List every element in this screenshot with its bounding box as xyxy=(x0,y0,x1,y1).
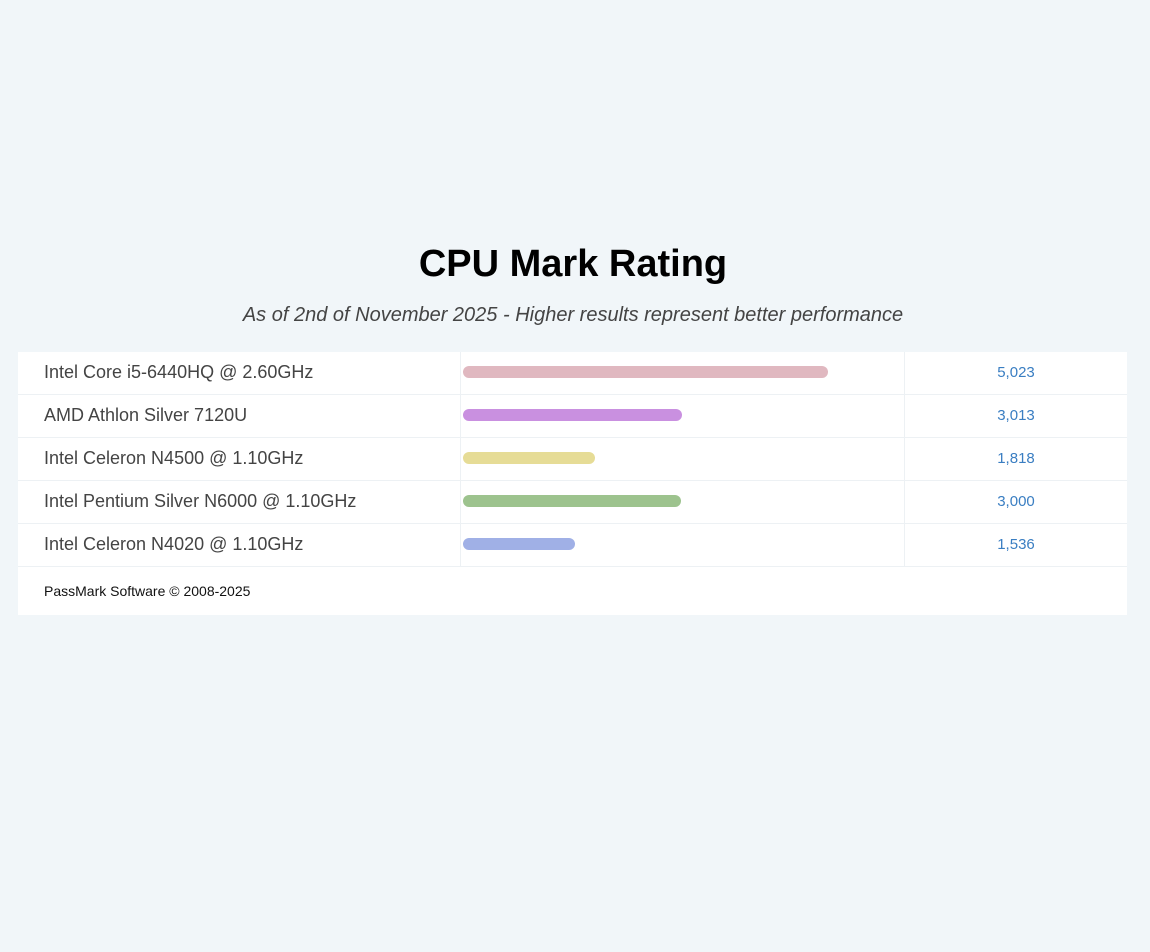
bar xyxy=(463,409,682,421)
bar-cell xyxy=(461,438,905,480)
value-label: 1,818 xyxy=(997,450,1035,467)
cpu-name[interactable]: Intel Core i5-6440HQ @ 2.60GHz xyxy=(18,352,461,394)
cpu-table: Intel Core i5-6440HQ @ 2.60GHz 5,023 AMD … xyxy=(18,352,1127,615)
table-row: Intel Pentium Silver N6000 @ 1.10GHz 3,0… xyxy=(18,481,1127,524)
cpu-name[interactable]: Intel Celeron N4500 @ 1.10GHz xyxy=(18,438,461,480)
footer-copyright: PassMark Software © 2008-2025 xyxy=(44,583,251,599)
value-label: 3,013 xyxy=(997,407,1035,424)
cpu-name[interactable]: Intel Celeron N4020 @ 1.10GHz xyxy=(18,524,461,566)
bar xyxy=(463,538,575,550)
bar-cell xyxy=(461,524,905,566)
cpu-name[interactable]: Intel Pentium Silver N6000 @ 1.10GHz xyxy=(18,481,461,523)
bar-cell xyxy=(461,352,905,394)
value-label: 5,023 xyxy=(997,364,1035,381)
cpu-name[interactable]: AMD Athlon Silver 7120U xyxy=(18,395,461,437)
bar xyxy=(463,495,681,507)
bar-cell xyxy=(461,395,905,437)
table-row: AMD Athlon Silver 7120U 3,013 xyxy=(18,395,1127,438)
bar xyxy=(463,452,596,464)
table-row: Intel Core i5-6440HQ @ 2.60GHz 5,023 xyxy=(18,352,1127,395)
bar-cell xyxy=(461,481,905,523)
table-row: Intel Celeron N4500 @ 1.10GHz 1,818 xyxy=(18,438,1127,481)
value-label: 3,000 xyxy=(997,493,1035,510)
chart-title: CPU Mark Rating xyxy=(418,243,728,285)
value-label: 1,536 xyxy=(997,536,1035,553)
bar xyxy=(463,366,828,378)
chart-subtitle: As of 2nd of November 2025 - Higher resu… xyxy=(242,304,904,326)
table-row: Intel Celeron N4020 @ 1.10GHz 1,536 xyxy=(18,524,1127,567)
